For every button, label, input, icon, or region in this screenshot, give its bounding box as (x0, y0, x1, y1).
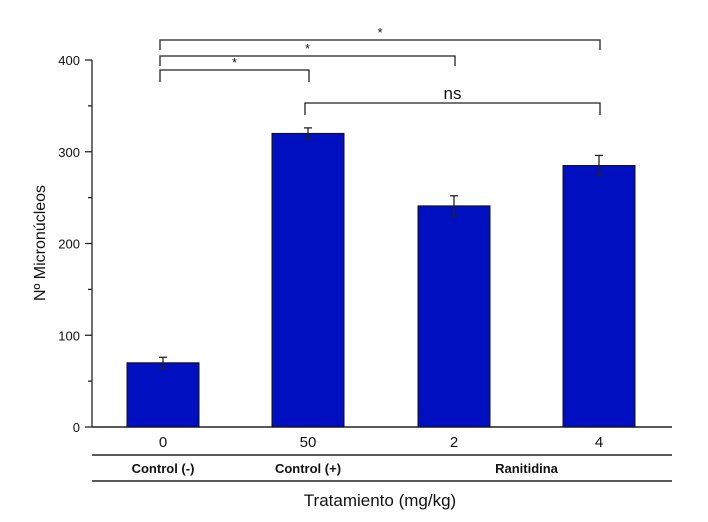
y-tick-label: 0 (73, 420, 80, 435)
significance-bracket (159, 39, 601, 50)
bar (126, 362, 200, 428)
group-label: Control (-) (132, 461, 195, 476)
group-label: Ranitidina (495, 461, 559, 476)
axes: 0 100 200 300 400 0 50 2 4 Control (-) Control (+)… (58, 53, 672, 482)
significance-brackets: * * * ns (159, 25, 601, 115)
x-tick-label: 50 (300, 434, 317, 451)
bar (562, 165, 636, 428)
y-tick-label: 200 (58, 237, 80, 252)
bars (126, 127, 636, 428)
x-tick-label: 0 (159, 434, 167, 451)
significance-bracket (159, 69, 310, 82)
x-tick-label: 4 (595, 434, 603, 451)
y-axis-label: Nº Micronúcleos (32, 185, 49, 301)
bar (271, 132, 345, 428)
y-tick-label: 300 (58, 145, 80, 160)
significance-label: * (377, 25, 382, 40)
significance-bracket (159, 55, 456, 66)
significance-label: * (305, 41, 310, 56)
y-tick-label: 100 (58, 328, 80, 343)
y-tick-label: 400 (58, 53, 80, 68)
x-axis-label: Tratamiento (mg/kg) (304, 491, 456, 510)
group-label: Control (+) (275, 461, 341, 476)
bar (417, 205, 491, 428)
x-tick-label: 2 (450, 434, 458, 451)
significance-label: * (232, 55, 237, 70)
significance-label: ns (444, 84, 462, 103)
significance-bracket (304, 102, 601, 115)
